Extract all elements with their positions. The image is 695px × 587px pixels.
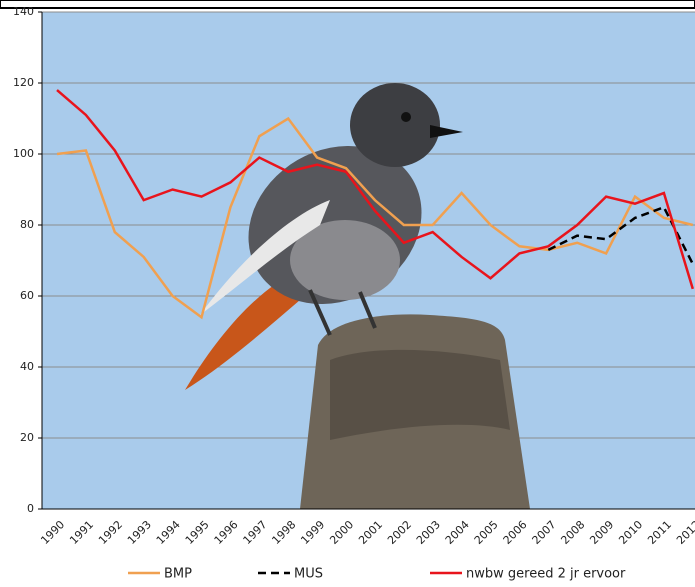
legend-label: MUS [294,567,323,582]
y-tick-label: 100 [13,147,34,160]
y-tick-label: 20 [20,431,34,444]
y-tick-label: 80 [20,218,34,231]
y-tick-label: 0 [27,502,34,515]
bird-eye [401,112,411,122]
y-tick-label: 120 [13,76,34,89]
y-tick-label: 140 [13,5,34,18]
bird-head [350,83,440,167]
legend-label: nwbw gereed 2 jr ervoor [466,567,626,582]
chart: 0204060801001201401990199119921993199419… [0,0,695,583]
y-tick-label: 60 [20,289,34,302]
top-border [0,0,695,8]
y-tick-label: 40 [20,360,34,373]
legend-label: BMP [164,567,192,582]
